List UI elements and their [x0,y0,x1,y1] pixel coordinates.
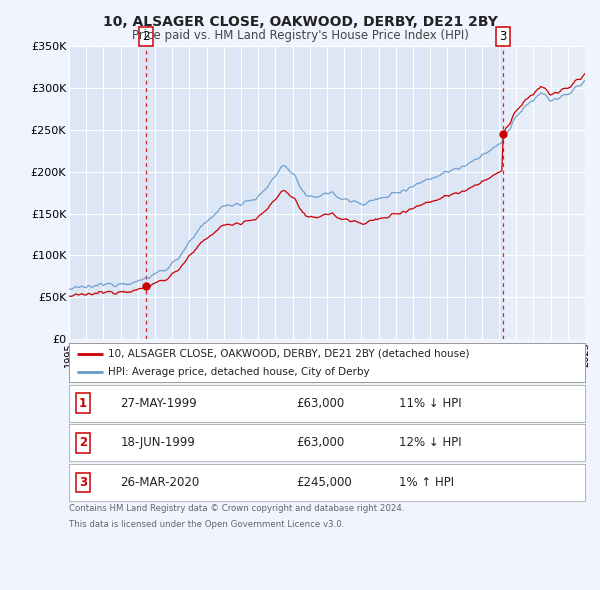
Text: 11% ↓ HPI: 11% ↓ HPI [399,396,462,410]
Text: 3: 3 [79,476,87,489]
Text: 1% ↑ HPI: 1% ↑ HPI [399,476,454,489]
Text: 26-MAR-2020: 26-MAR-2020 [121,476,200,489]
Text: 1: 1 [79,396,87,410]
Text: 10, ALSAGER CLOSE, OAKWOOD, DERBY, DE21 2BY: 10, ALSAGER CLOSE, OAKWOOD, DERBY, DE21 … [103,15,497,29]
Text: 10, ALSAGER CLOSE, OAKWOOD, DERBY, DE21 2BY (detached house): 10, ALSAGER CLOSE, OAKWOOD, DERBY, DE21 … [108,349,469,359]
Text: HPI: Average price, detached house, City of Derby: HPI: Average price, detached house, City… [108,367,370,377]
Text: £63,000: £63,000 [296,436,344,450]
Text: This data is licensed under the Open Government Licence v3.0.: This data is licensed under the Open Gov… [69,520,344,529]
Text: 2: 2 [79,436,87,450]
Text: £63,000: £63,000 [296,396,344,410]
Text: 3: 3 [499,30,506,43]
Text: 12% ↓ HPI: 12% ↓ HPI [399,436,462,450]
Bar [503,46,585,339]
Text: 27-MAY-1999: 27-MAY-1999 [121,396,197,410]
Text: 2: 2 [142,30,149,43]
Text: Contains HM Land Registry data © Crown copyright and database right 2024.: Contains HM Land Registry data © Crown c… [69,504,404,513]
Text: Price paid vs. HM Land Registry's House Price Index (HPI): Price paid vs. HM Land Registry's House … [131,29,469,42]
Text: £245,000: £245,000 [296,476,352,489]
Text: 18-JUN-1999: 18-JUN-1999 [121,436,196,450]
